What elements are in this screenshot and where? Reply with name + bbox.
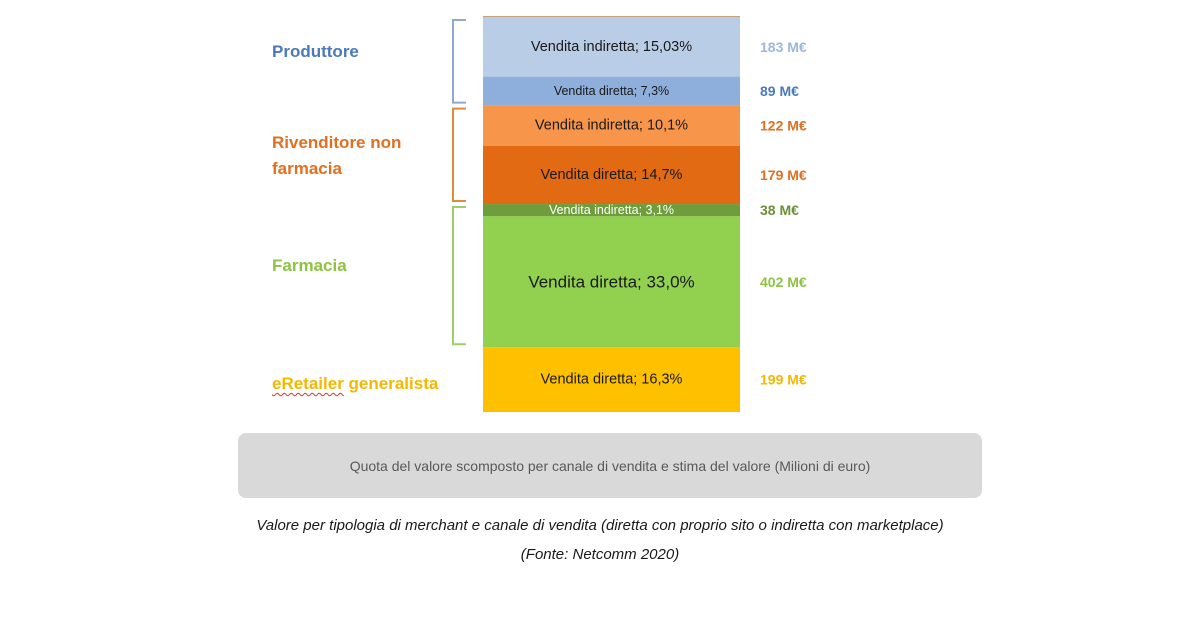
segment-label-diretta4: Vendita diretta; 16,3% <box>541 372 683 388</box>
segment-label-indiretta2: Vendita indiretta; 10,1% <box>535 118 688 134</box>
value-label-diretta3: 402 M€ <box>760 274 807 290</box>
segment-label-diretta: Vendita diretta; 7,3% <box>554 84 669 98</box>
legend-box-text: Quota del valore scomposto per canale di… <box>349 457 871 474</box>
bar-segment-indiretta3 <box>483 204 740 217</box>
legend-box: Quota del valore scomposto per canale di… <box>238 433 982 498</box>
value-label-indiretta2: 122 M€ <box>760 118 807 134</box>
group-label-produttore: Produttore <box>272 42 359 61</box>
bar-segment-diretta4 <box>483 347 740 412</box>
figure-caption: Valore per tipologia di merchant e canal… <box>256 517 944 534</box>
value-label-indiretta3: 38 M€ <box>760 202 799 218</box>
group-label-eretailer: eRetailer generalista <box>272 371 438 397</box>
group-brace-2 <box>452 206 466 346</box>
value-label-diretta: 89 M€ <box>760 83 799 99</box>
bar-segment-diretta2 <box>483 145 740 205</box>
bar-segment-indiretta2 <box>483 105 740 146</box>
figure-source: (Fonte: Netcomm 2020) <box>520 546 680 563</box>
eretailer-word: eRetailer <box>272 374 344 393</box>
group-brace-1 <box>452 107 466 203</box>
bar-segment-indiretta <box>483 17 740 77</box>
value-label-diretta2: 179 M€ <box>760 167 807 183</box>
segment-label-diretta3: Vendita diretta; 33,0% <box>528 272 694 291</box>
group-brace-0 <box>452 19 466 104</box>
bar-segment-diretta3 <box>483 216 740 348</box>
group-label-rivenditore: Rivenditore non farmacia <box>272 133 402 178</box>
group-label-farmacia: Farmacia <box>272 256 347 275</box>
segment-label-diretta2: Vendita diretta; 14,7% <box>541 167 683 183</box>
segment-label-indiretta: Vendita indiretta; 15,03% <box>531 39 692 55</box>
value-label-indiretta: 183 M€ <box>760 39 807 55</box>
eretailer-suffix: generalista <box>343 374 439 393</box>
bar-segment-diretta <box>483 76 740 106</box>
segment-label-indiretta3: Vendita indiretta; 3,1% <box>549 203 674 217</box>
value-label-diretta4: 199 M€ <box>760 372 807 388</box>
